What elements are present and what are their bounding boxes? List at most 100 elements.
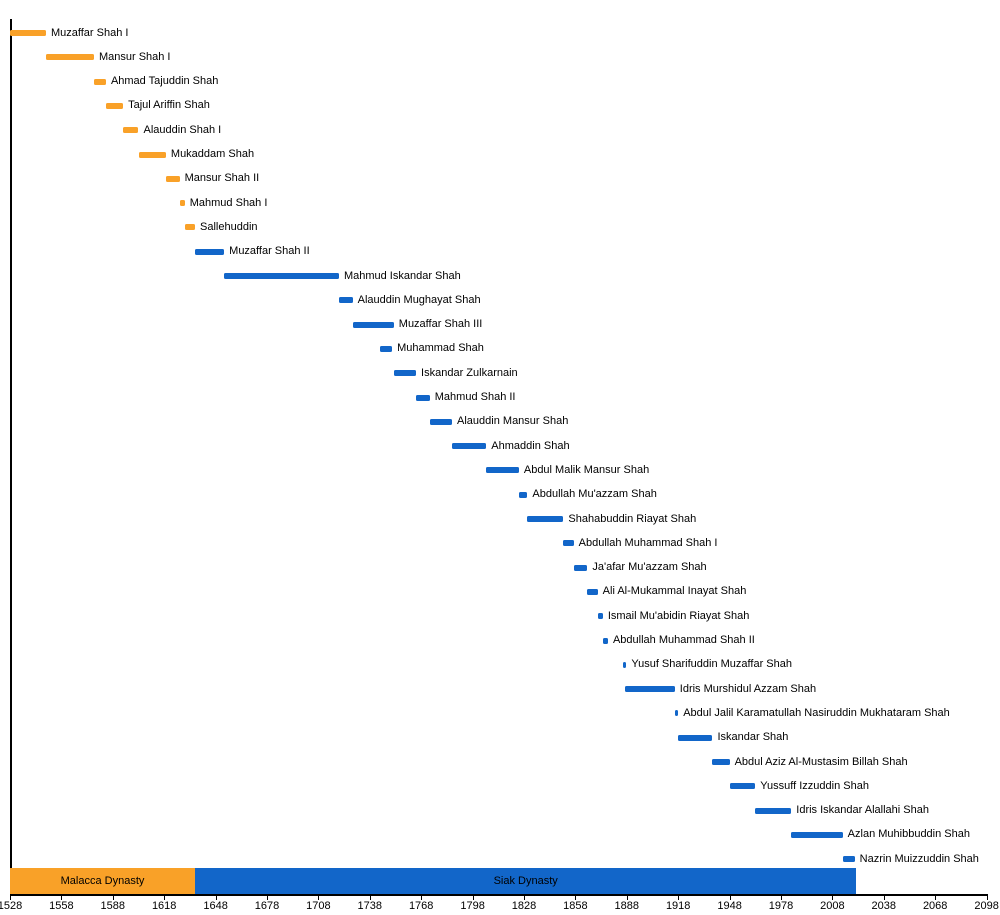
reign-bar bbox=[623, 661, 627, 668]
axis-tick bbox=[267, 895, 268, 900]
axis-tick bbox=[61, 895, 63, 900]
reign-bar bbox=[380, 345, 393, 352]
axis-tick-label: 2008 bbox=[820, 900, 845, 912]
reign-bar bbox=[602, 637, 608, 644]
reign-bar bbox=[625, 686, 675, 693]
axis-tick-label: 2098 bbox=[974, 900, 999, 912]
reign-label: Yussuff Izzuddin Shah bbox=[760, 779, 869, 792]
axis-tick bbox=[626, 895, 628, 900]
reign-bar bbox=[527, 516, 564, 522]
reign-bar bbox=[712, 759, 730, 765]
reign-label: Idris Murshidul Azzam Shah bbox=[679, 682, 817, 695]
axis-tick-label: 1648 bbox=[203, 900, 228, 912]
reign-label: Ali Al-Mukammal Inayat Shah bbox=[602, 585, 747, 598]
reign-label: Abdul Jalil Karamatullah Nasiruddin Mukh… bbox=[683, 706, 950, 719]
axis-tick-label: 1558 bbox=[49, 900, 74, 912]
reign-label: Azlan Muhibbuddin Shah bbox=[847, 828, 970, 841]
reign-label: Mukaddam Shah bbox=[170, 148, 255, 160]
reign-label: Muhammad Shah bbox=[397, 342, 484, 355]
reign-bar bbox=[393, 370, 417, 377]
axis-tick bbox=[421, 895, 423, 900]
reign-bar bbox=[105, 102, 124, 109]
reign-bar bbox=[518, 491, 528, 498]
axis-tick-label: 1618 bbox=[151, 900, 177, 912]
reign-label: Ismail Mu'abidin Riayat Shah bbox=[607, 609, 750, 622]
reign-bar bbox=[791, 831, 843, 838]
reign-label: Mahmud Shah II bbox=[434, 391, 516, 403]
reign-label: Iskandar Zulkarnain bbox=[421, 366, 518, 379]
x-axis-line bbox=[10, 894, 988, 896]
axis-tick bbox=[318, 895, 320, 900]
reign-label: Ja'afar Mu'azzam Shah bbox=[592, 561, 707, 574]
dynasty-segment: Malacca Dynasty bbox=[10, 868, 196, 894]
reign-bar bbox=[352, 321, 394, 328]
axis-tick-label: 1738 bbox=[357, 900, 383, 912]
reign-label: Shahabuddin Riayat Shah bbox=[568, 512, 697, 525]
reign-bar bbox=[224, 273, 339, 279]
reign-bar bbox=[587, 588, 598, 595]
axis-tick-label: 1858 bbox=[563, 900, 588, 912]
reign-label: Abdullah Muhammad Shah II bbox=[612, 634, 755, 646]
reign-bar bbox=[184, 224, 196, 231]
axis-tick bbox=[112, 895, 114, 900]
axis-tick bbox=[524, 895, 525, 900]
reign-bar bbox=[429, 418, 453, 425]
reign-label: Muzaffar Shah I bbox=[50, 26, 129, 39]
reign-bar bbox=[416, 394, 430, 401]
reign-bar bbox=[563, 540, 574, 547]
reign-bar bbox=[93, 78, 106, 85]
axis-tick bbox=[729, 895, 731, 900]
axis-tick-label: 1978 bbox=[768, 900, 794, 912]
reign-bar bbox=[678, 734, 713, 741]
reign-label: Abdullah Muhammad Shah I bbox=[578, 536, 718, 549]
axis-tick-label: 1888 bbox=[614, 900, 640, 912]
reign-bar bbox=[452, 443, 487, 450]
reign-label: Abdul Malik Mansur Shah bbox=[523, 463, 650, 476]
axis-tick bbox=[832, 895, 834, 900]
axis-tick bbox=[986, 895, 988, 900]
reign-label: Mahmud Iskandar Shah bbox=[343, 269, 461, 282]
reign-bar bbox=[45, 54, 94, 61]
axis-tick-label: 1588 bbox=[100, 900, 126, 912]
reign-bar bbox=[123, 127, 139, 134]
axis-tick-label: 2038 bbox=[871, 900, 897, 912]
reign-bar bbox=[674, 710, 679, 717]
reign-bar bbox=[729, 783, 756, 790]
reign-label: Mansur Shah I bbox=[98, 50, 171, 63]
axis-tick bbox=[10, 895, 11, 900]
axis-tick-label: 1948 bbox=[717, 900, 742, 912]
axis-tick bbox=[575, 895, 577, 900]
reign-label: Nazrin Muizzuddin Shah bbox=[859, 852, 979, 865]
axis-tick bbox=[369, 895, 371, 900]
dynasty-label: Siak Dynasty bbox=[493, 875, 558, 887]
reign-bar bbox=[179, 200, 185, 207]
axis-tick-label: 1798 bbox=[460, 900, 485, 912]
dynasty-label: Malacca Dynasty bbox=[60, 875, 145, 887]
reign-label: Tajul Ariffin Shah bbox=[128, 99, 210, 112]
axis-tick-label: 1918 bbox=[665, 900, 691, 912]
dynasty-segment: Siak Dynasty bbox=[195, 868, 857, 894]
y-axis-line bbox=[10, 19, 12, 896]
axis-tick-label: 1828 bbox=[511, 900, 537, 912]
reign-label: Mahmud Shah I bbox=[189, 196, 268, 209]
reign-label: Muzaffar Shah III bbox=[398, 318, 483, 331]
axis-tick bbox=[781, 895, 782, 900]
axis-tick bbox=[215, 895, 217, 900]
reign-label: Mansur Shah II bbox=[184, 172, 260, 185]
reign-bar bbox=[597, 613, 603, 620]
reign-label: Alauddin Shah I bbox=[143, 123, 222, 136]
reign-bar bbox=[10, 30, 46, 36]
axis-tick bbox=[164, 895, 166, 900]
axis-tick-label: 1528 bbox=[0, 900, 23, 912]
reign-bar bbox=[195, 248, 225, 255]
axis-tick-label: 1678 bbox=[254, 900, 280, 912]
axis-tick bbox=[472, 895, 474, 900]
reign-label: Ahmad Tajuddin Shah bbox=[110, 75, 219, 88]
reign-bar bbox=[165, 175, 180, 182]
reign-bar bbox=[755, 807, 792, 814]
reign-label: Iskandar Shah bbox=[717, 731, 789, 744]
reign-label: Abdul Aziz Al-Mustasim Billah Shah bbox=[734, 755, 908, 768]
reign-label: Idris Iskandar Alallahi Shah bbox=[796, 804, 929, 817]
reign-bar bbox=[842, 856, 855, 863]
